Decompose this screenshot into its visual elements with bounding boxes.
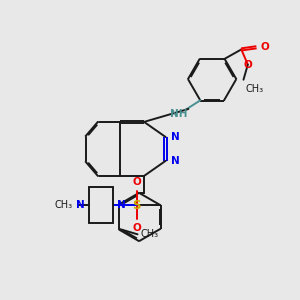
Text: O: O xyxy=(243,60,252,70)
Text: O: O xyxy=(261,42,269,52)
Text: N: N xyxy=(171,156,180,166)
Text: NH: NH xyxy=(170,110,188,119)
Text: CH₃: CH₃ xyxy=(246,84,264,94)
Text: CH₃: CH₃ xyxy=(141,229,159,239)
Text: S: S xyxy=(132,199,141,212)
Text: O: O xyxy=(132,177,141,187)
Text: O: O xyxy=(132,224,141,233)
Text: N: N xyxy=(171,132,180,142)
Text: N: N xyxy=(76,200,85,210)
Text: N: N xyxy=(117,200,126,210)
Text: CH₃: CH₃ xyxy=(55,200,73,210)
